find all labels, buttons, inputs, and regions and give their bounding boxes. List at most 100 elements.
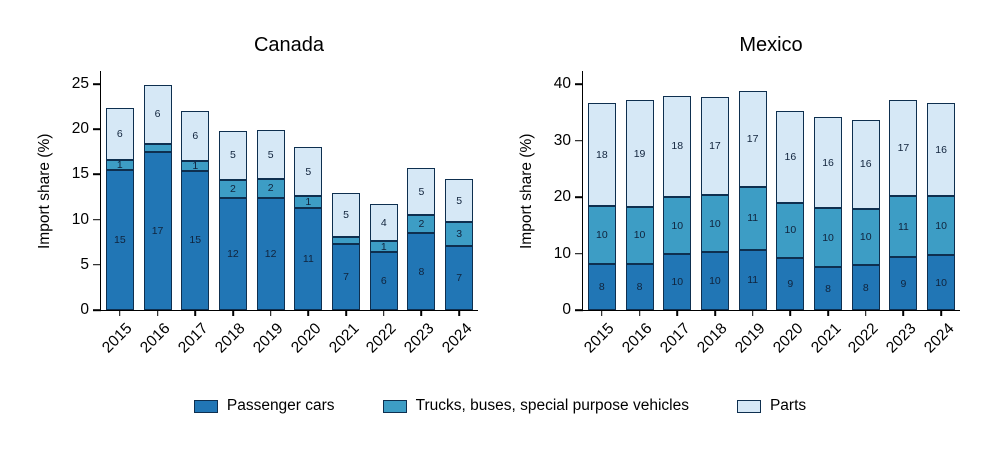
bar-segment: 16 [814, 117, 843, 209]
y-tick [575, 252, 583, 255]
bar-2016: 8 10 19 [625, 99, 654, 310]
y-tick-label: 30 [553, 131, 571, 149]
bar-segment: 10 [625, 207, 654, 264]
chart-mexico: Mexico Import share (%) 0 10 20 30 40 8 10 18 20… [510, 24, 960, 356]
chart-canada: Canada Import share (%) 0 5 10 15 20 25 15 1 6 20… [28, 24, 478, 356]
y-tick-label: 5 [80, 255, 89, 273]
y-tick [575, 309, 583, 311]
bar-segment: 10 [587, 206, 616, 264]
x-tick [714, 310, 716, 316]
x-tick [789, 310, 792, 316]
x-tick [458, 310, 460, 316]
bar-segment: 17 [738, 90, 767, 188]
bar-2018: 10 10 17 [700, 97, 729, 310]
bar-segment: 6 [369, 252, 398, 310]
legend-item-parts: Parts [736, 397, 806, 415]
legend-label: Trucks, buses, special purpose vehicles [415, 397, 689, 414]
x-tick-label: 2016 [619, 320, 656, 357]
bar-2022: 8 10 16 [851, 119, 880, 310]
x-tick [902, 310, 905, 316]
bar-2016: 17 6 [143, 84, 172, 310]
bar-segment: 5 [445, 178, 474, 223]
bar-segment: 12 [218, 197, 247, 310]
bar-segment: 11 [294, 207, 323, 310]
plot-area: 0 5 10 15 20 25 15 1 6 2015 17 6 2016 15 1 6 2017 12 2 5 201… [72, 71, 478, 356]
x-tick [232, 310, 234, 316]
bar-segment: 10 [927, 255, 956, 310]
y-tick [575, 139, 583, 142]
bar-segment: 17 [700, 97, 729, 195]
bar-segment: 11 [738, 187, 767, 250]
bar-segment: 16 [776, 111, 805, 203]
bar-segment: 2 [218, 179, 247, 198]
y-tick-label: 20 [553, 188, 571, 205]
bar-segment [332, 236, 361, 245]
x-tick-label: 2017 [656, 320, 694, 357]
bar-segment: 11 [889, 195, 918, 258]
legend-swatch-passenger-cars [193, 399, 218, 413]
x-tick-label: 2017 [174, 320, 212, 357]
y-tick [93, 218, 101, 221]
y-tick [93, 173, 101, 176]
bar-segment: 18 [663, 95, 692, 198]
bar-segment: 15 [105, 169, 134, 310]
y-tick [93, 309, 101, 311]
x-tick-label: 2018 [694, 320, 731, 357]
bar-2017: 15 1 6 [181, 111, 210, 310]
y-tick-label: 20 [71, 120, 89, 138]
bar-2015: 8 10 18 [587, 103, 616, 310]
charts-row: Canada Import share (%) 0 5 10 15 20 25 15 1 6 20… [28, 24, 960, 356]
bar-2021: 8 10 16 [814, 117, 843, 310]
bar-segment: 19 [625, 99, 654, 208]
bar-segment: 11 [738, 249, 767, 310]
bar-segment: 15 [181, 170, 210, 310]
y-tick [93, 83, 101, 85]
bar-segment: 5 [294, 147, 323, 197]
bar-segment: 6 [143, 84, 172, 144]
plot-area: 0 10 20 30 40 8 10 18 2015 8 10 19 2016 10 10 18 2017 10 1… [554, 71, 960, 356]
y-tick-label: 0 [80, 301, 89, 318]
y-tick-label: 25 [71, 75, 89, 92]
legend-item-passenger-cars: Passenger cars [193, 397, 335, 415]
bar-2018: 12 2 5 [218, 131, 247, 310]
bar-segment: 7 [445, 245, 474, 310]
bar-segment: 3 [445, 222, 474, 246]
y-tick [93, 264, 101, 266]
y-tick [575, 196, 583, 198]
x-tick [119, 310, 121, 316]
x-tick-label: 2024 [920, 320, 958, 357]
y-tick [575, 83, 583, 85]
chart-body: Import share (%) 0 10 20 30 40 8 10 18 2015 8 10 19… [518, 71, 960, 356]
x-tick [269, 310, 272, 316]
bar-segment: 2 [407, 215, 436, 234]
bar-segment: 8 [407, 233, 436, 310]
bar-segment: 9 [889, 257, 918, 310]
bar-2015: 15 1 6 [105, 108, 134, 310]
bar-segment: 5 [407, 168, 436, 216]
bar-segment: 12 [256, 197, 285, 310]
x-tick-label: 2024 [438, 320, 476, 357]
bar-segment: 18 [587, 103, 616, 207]
bar-segment: 17 [889, 100, 918, 196]
x-tick-label: 2021 [807, 320, 845, 357]
y-tick-label: 15 [71, 165, 89, 183]
bar-segment: 10 [851, 208, 880, 266]
y-tick [93, 128, 101, 130]
x-tick [751, 310, 754, 316]
bar-segment: 10 [700, 194, 729, 253]
x-tick [194, 310, 197, 316]
legend: Passenger cars Trucks, buses, special pu… [0, 397, 1000, 415]
bar-2020: 11 1 5 [294, 147, 323, 310]
x-tick [827, 310, 829, 316]
bar-segment: 1 [105, 159, 134, 170]
bar-segment: 10 [700, 252, 729, 310]
x-tick [676, 310, 679, 316]
chart-title: Canada [253, 34, 325, 56]
x-tick [601, 310, 603, 316]
x-tick-label: 2018 [212, 320, 249, 357]
bar-2023: 9 11 17 [889, 100, 918, 310]
x-tick-label: 2019 [732, 320, 769, 357]
bar-segment: 9 [776, 258, 805, 310]
